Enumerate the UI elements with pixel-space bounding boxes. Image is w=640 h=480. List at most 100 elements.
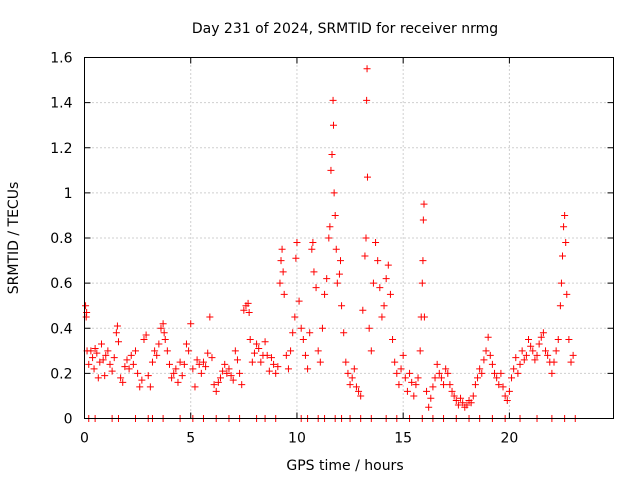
data-point <box>206 313 214 321</box>
y-tick-label: 0.4 <box>50 321 72 337</box>
data-point <box>119 378 127 386</box>
data-point <box>265 367 273 375</box>
data-point <box>355 387 363 395</box>
data-point <box>440 381 448 389</box>
data-point <box>299 336 307 344</box>
data-point <box>342 358 350 366</box>
data-point <box>563 290 571 298</box>
data-point <box>301 351 309 359</box>
data-point <box>452 396 460 404</box>
data-point <box>160 329 168 337</box>
data-point <box>497 369 505 377</box>
data-point <box>326 223 334 231</box>
data-point <box>159 320 167 328</box>
data-point <box>231 347 239 355</box>
data-point <box>357 392 365 400</box>
data-point <box>214 378 222 386</box>
data-point <box>229 376 237 384</box>
data-point <box>91 345 99 353</box>
data-point <box>89 354 97 362</box>
data-point <box>416 347 424 355</box>
x-tick-label: 15 <box>394 431 412 447</box>
data-point <box>178 372 186 380</box>
data-point <box>476 365 484 373</box>
data-point <box>352 383 360 391</box>
data-point <box>410 392 418 400</box>
data-point <box>195 360 203 368</box>
data-point <box>221 360 229 368</box>
data-point <box>399 351 407 359</box>
data-point <box>101 372 109 380</box>
data-point <box>505 387 513 395</box>
data-point <box>374 257 382 265</box>
data-point <box>495 381 503 389</box>
data-point <box>389 336 397 344</box>
data-point <box>516 360 524 368</box>
data-point <box>363 173 371 181</box>
data-point <box>153 351 161 359</box>
data-point <box>274 363 282 371</box>
data-point <box>423 387 431 395</box>
data-point <box>114 338 122 346</box>
data-point <box>425 403 433 411</box>
data-point <box>97 340 105 348</box>
data-point <box>244 299 252 307</box>
data-point <box>435 369 443 377</box>
data-point <box>85 360 93 368</box>
data-point <box>82 302 90 310</box>
data-point <box>278 245 286 253</box>
data-point <box>165 360 173 368</box>
data-point <box>212 387 220 395</box>
data-point <box>93 349 101 357</box>
data-point <box>148 358 156 366</box>
data-point <box>216 374 224 382</box>
data-point <box>189 365 197 373</box>
data-point <box>102 351 110 359</box>
data-point <box>104 347 112 355</box>
data-point <box>501 392 509 400</box>
data-point <box>514 369 522 377</box>
axis-ticks: 0 0.2 0.4 0.6 0.8 1 1.2 1.4 1.6 0 5 10 15 20 <box>50 51 614 447</box>
data-point <box>361 252 369 260</box>
data-point <box>344 369 352 377</box>
data-point <box>325 234 333 242</box>
data-point <box>406 369 414 377</box>
data-point <box>431 374 439 382</box>
data-point <box>508 374 516 382</box>
data-point <box>291 313 299 321</box>
data-point <box>403 387 411 395</box>
data-point <box>245 308 253 316</box>
data-point <box>240 306 248 314</box>
data-point <box>110 354 118 362</box>
data-point <box>170 369 178 377</box>
data-point <box>297 324 305 332</box>
data-point <box>280 290 288 298</box>
data-point <box>491 369 499 377</box>
chart-title: Day 231 of 2024, SRMTID for receiver nrm… <box>192 21 498 37</box>
data-point <box>467 399 475 407</box>
y-tick-label: 0 <box>64 412 73 428</box>
data-point <box>382 275 390 283</box>
data-point <box>155 340 163 348</box>
data-point <box>474 374 482 382</box>
data-point <box>408 378 416 386</box>
data-point <box>193 356 201 364</box>
data-point <box>419 216 427 224</box>
data-point <box>333 279 341 287</box>
data-point <box>236 369 244 377</box>
data-point <box>197 369 205 377</box>
data-point <box>559 252 567 260</box>
data-point <box>199 358 207 366</box>
data-point <box>168 374 176 382</box>
data-point <box>482 347 490 355</box>
data-point <box>533 351 541 359</box>
data-point <box>146 383 154 391</box>
data-point <box>527 342 535 350</box>
x-tick-label: 5 <box>186 431 195 447</box>
data-point <box>448 387 456 395</box>
data-point <box>525 336 533 344</box>
data-point <box>561 211 569 219</box>
data-point <box>510 365 518 373</box>
data-point <box>372 239 380 247</box>
